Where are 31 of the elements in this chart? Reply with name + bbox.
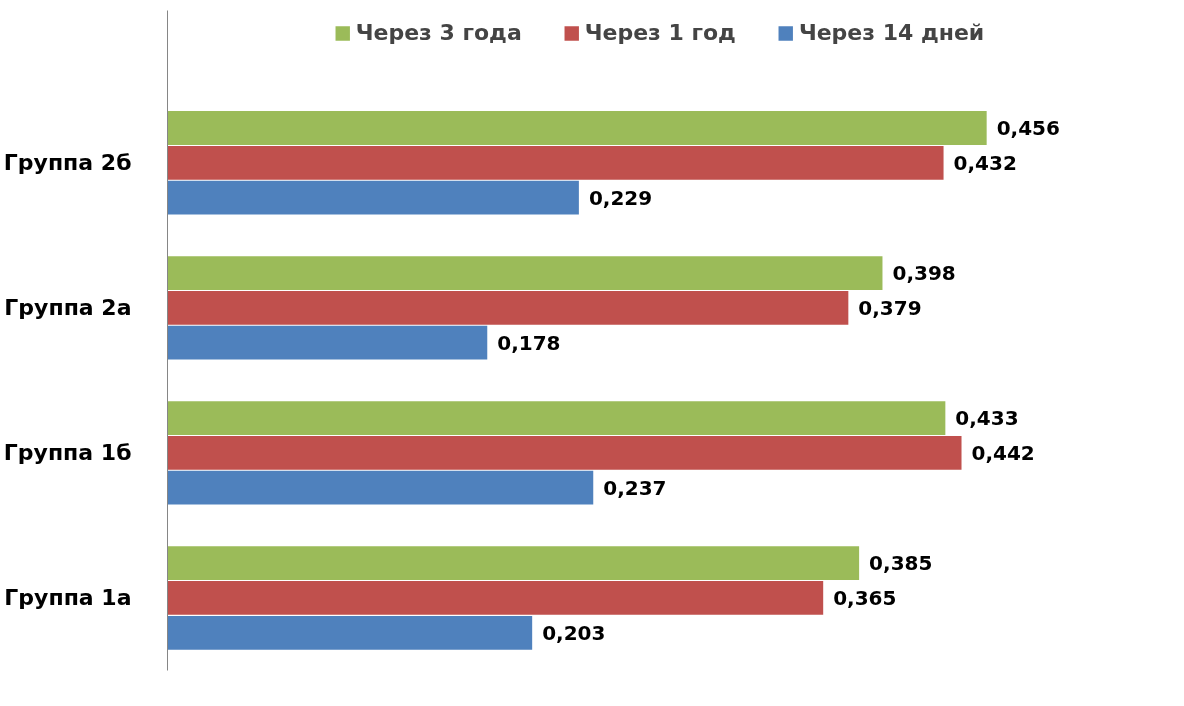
data-label: 0,385 <box>869 551 933 576</box>
data-label: 0,379 <box>858 295 922 320</box>
data-label: 0,229 <box>588 185 653 210</box>
bar <box>167 180 579 215</box>
legend-label: Через 1 год <box>584 20 736 45</box>
data-label: 0,442 <box>971 440 1035 465</box>
data-label: 0,365 <box>833 585 897 610</box>
y-tick-label: Группа 2а <box>4 295 132 321</box>
bar <box>167 290 849 325</box>
legend-label: Через 14 дней <box>798 20 985 45</box>
bar <box>167 436 962 470</box>
data-label: 0,237 <box>603 475 667 500</box>
y-tick-label: Группа 1а <box>4 585 132 611</box>
legend-label: Через 3 года <box>355 20 522 45</box>
bar <box>167 401 946 435</box>
data-label: 0,178 <box>497 330 561 355</box>
bar <box>167 145 944 180</box>
data-label: 0,456 <box>996 115 1060 140</box>
data-label: 0,398 <box>892 261 956 286</box>
bar <box>167 546 860 581</box>
y-tick-label: Группа 2б <box>3 150 132 176</box>
data-label: 0,433 <box>955 406 1019 431</box>
data-label: 0,432 <box>953 150 1017 175</box>
bar <box>167 581 824 615</box>
bar <box>167 256 883 290</box>
bar <box>167 615 533 650</box>
y-tick-label: Группа 1б <box>3 440 132 466</box>
bar <box>167 470 594 505</box>
bar <box>167 111 987 145</box>
data-label: 0,203 <box>542 620 606 645</box>
bar <box>167 325 488 360</box>
